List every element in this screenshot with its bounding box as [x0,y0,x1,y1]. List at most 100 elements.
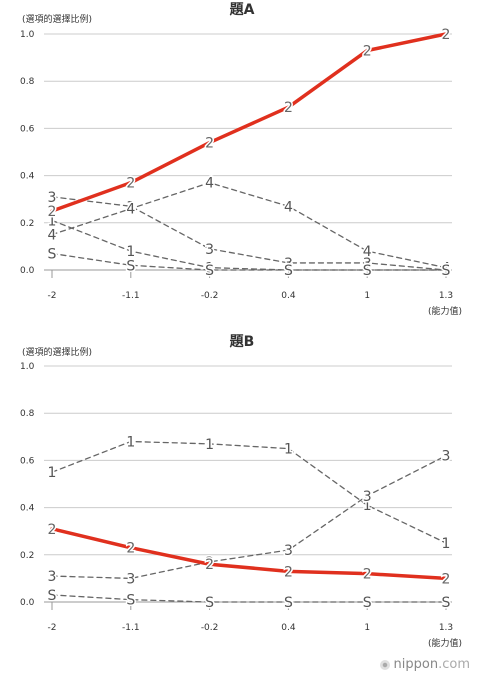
point-marker-3: 3 [126,571,135,587]
point-marker-halo: 2 [126,176,135,192]
point-marker-halo: 1 [284,263,293,279]
point-marker-halo: S [205,263,214,279]
point-marker-2: 2 [205,136,214,152]
point-marker-3: 3 [284,543,293,559]
point-marker-2: 2 [442,571,451,587]
y-tick-label: 0.2 [20,219,34,229]
x-tick-label: -1.1 [122,291,140,301]
point-marker-1: 1 [442,263,451,279]
point-marker-halo: 4 [126,202,135,218]
series-line-2 [50,32,448,213]
point-marker-4: 4 [205,176,214,192]
x-tick-label: -2 [48,291,57,301]
point-marker-halo: S [48,588,57,604]
series-line-1 [51,440,447,544]
point-marker-2: 2 [363,567,372,583]
point-marker-3: 3 [363,256,372,272]
point-marker-halo: 2 [284,564,293,580]
point-marker-3: 3 [363,489,372,505]
x-tick-label: 0.4 [281,623,296,633]
point-marker-2: 2 [284,564,293,580]
point-marker-halo: S [205,595,214,611]
point-marker-halo: 1 [126,435,135,451]
point-marker-S: S [126,258,135,274]
point-marker-halo: 2 [48,204,57,220]
point-marker-4: 4 [363,244,372,260]
series-line-3 [51,196,447,271]
x-tick-label: 1 [364,623,370,633]
point-marker-S: S [284,595,293,611]
point-marker-halo: S [48,246,57,262]
point-marker-halo: 3 [363,256,372,272]
point-marker-2: 2 [442,27,451,43]
point-marker-3: 3 [48,190,57,206]
point-marker-halo: S [363,595,372,611]
x-tick-label: 1 [364,291,370,301]
point-marker-halo: 3 [284,256,293,272]
x-tick-label: 1.3 [439,623,453,633]
point-marker-halo: 1 [48,213,57,229]
y-tick-label: 1.0 [20,362,35,372]
y-axis-label: (選項的選擇比例) [22,346,92,358]
y-tick-label: 1.0 [20,30,35,40]
point-marker-halo: 2 [363,44,372,60]
point-marker-halo: 2 [442,571,451,587]
watermark: nippon.com [379,657,470,672]
y-tick-label: 0.2 [20,551,34,561]
point-marker-halo: 1 [126,244,135,260]
point-marker-S: S [48,246,57,262]
point-marker-halo: S [363,263,372,279]
point-marker-1: 1 [284,442,293,458]
point-marker-4: 4 [442,261,451,277]
point-marker-1: 1 [363,263,372,279]
series-line-1 [51,219,447,271]
point-marker-halo: 4 [363,244,372,260]
point-marker-halo: 2 [205,136,214,152]
point-marker-halo: S [126,258,135,274]
point-marker-1: 1 [205,261,214,277]
point-marker-halo: 1 [48,465,57,481]
point-marker-halo: 4 [284,199,293,215]
point-marker-1: 1 [48,465,57,481]
point-marker-halo: S [284,263,293,279]
point-marker-4: 4 [284,199,293,215]
x-tick-label: 0.4 [281,291,296,301]
point-marker-1: 1 [363,498,372,514]
x-tick-label: -2 [48,623,57,633]
point-marker-S: S [205,595,214,611]
point-marker-halo: 3 [363,489,372,505]
point-marker-halo: 3 [442,263,451,279]
point-marker-halo: 3 [48,190,57,206]
point-marker-3: 3 [48,569,57,585]
point-marker-3: 3 [284,256,293,272]
point-marker-S: S [205,263,214,279]
point-marker-4: 4 [126,202,135,218]
series-line-2 [50,527,448,581]
point-marker-halo: 3 [442,449,451,465]
point-marker-3: 3 [442,263,451,279]
point-marker-S: S [442,263,451,279]
point-marker-halo: 2 [205,557,214,573]
point-marker-halo: 3 [126,571,135,587]
series-line-4 [51,182,447,269]
point-marker-2: 2 [205,557,214,573]
point-marker-halo: 2 [48,522,57,538]
point-marker-1: 1 [284,263,293,279]
y-tick-label: 0.6 [20,124,35,134]
point-marker-halo: S [442,595,451,611]
point-marker-halo: S [442,263,451,279]
chart-a: 題A (選項的選擇比例) 0.0 0.2 0.4 0.6 0.8 1.0 -2 -1.1 -0.2 0… [20,2,462,317]
y-tick-label: 0.8 [20,409,35,419]
point-marker-2: 2 [126,176,135,192]
point-marker-1: 1 [126,244,135,260]
point-marker-halo: 1 [442,263,451,279]
series-line-3 [51,455,447,580]
x-axis-label: (能力值) [428,637,462,649]
series-line-S [51,594,447,603]
y-tick-label: 0.6 [20,456,35,466]
point-marker-halo: 4 [205,176,214,192]
point-marker-S: S [48,588,57,604]
point-marker-3: 3 [442,449,451,465]
point-marker-halo: 3 [126,199,135,215]
